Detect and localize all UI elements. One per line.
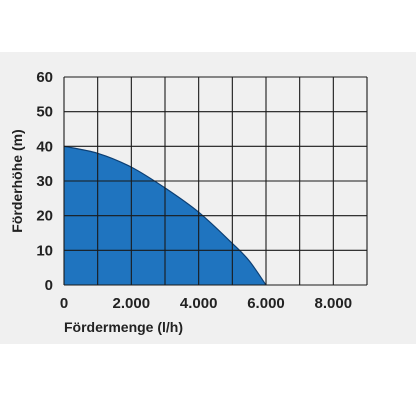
y-tick-label: 40	[36, 138, 53, 155]
x-tick-label: 8.000	[315, 295, 353, 312]
y-tick-label: 30	[36, 173, 53, 190]
series-curve	[63, 145, 267, 286]
y-tick-label: 0	[45, 277, 53, 294]
x-tick-label: 2.000	[113, 295, 151, 312]
x-tick-label: 4.000	[180, 295, 218, 312]
y-tick-label: 20	[36, 208, 53, 225]
y-tick-label: 50	[36, 104, 53, 121]
y-axis-title: Förderhöhe (m)	[9, 129, 25, 232]
grid-layer	[63, 76, 368, 286]
y-tick-label: 60	[36, 69, 53, 86]
y-tick-label: 10	[36, 242, 53, 259]
x-tick-label: 6.000	[247, 295, 285, 312]
x-axis-title: Fördermenge (l/h)	[64, 319, 183, 335]
tick-label-layer: 0 10 20 30 40 50 60 0 2.000 4.000 6.000 8.000	[36, 69, 352, 312]
x-tick-label: 0	[60, 295, 68, 312]
